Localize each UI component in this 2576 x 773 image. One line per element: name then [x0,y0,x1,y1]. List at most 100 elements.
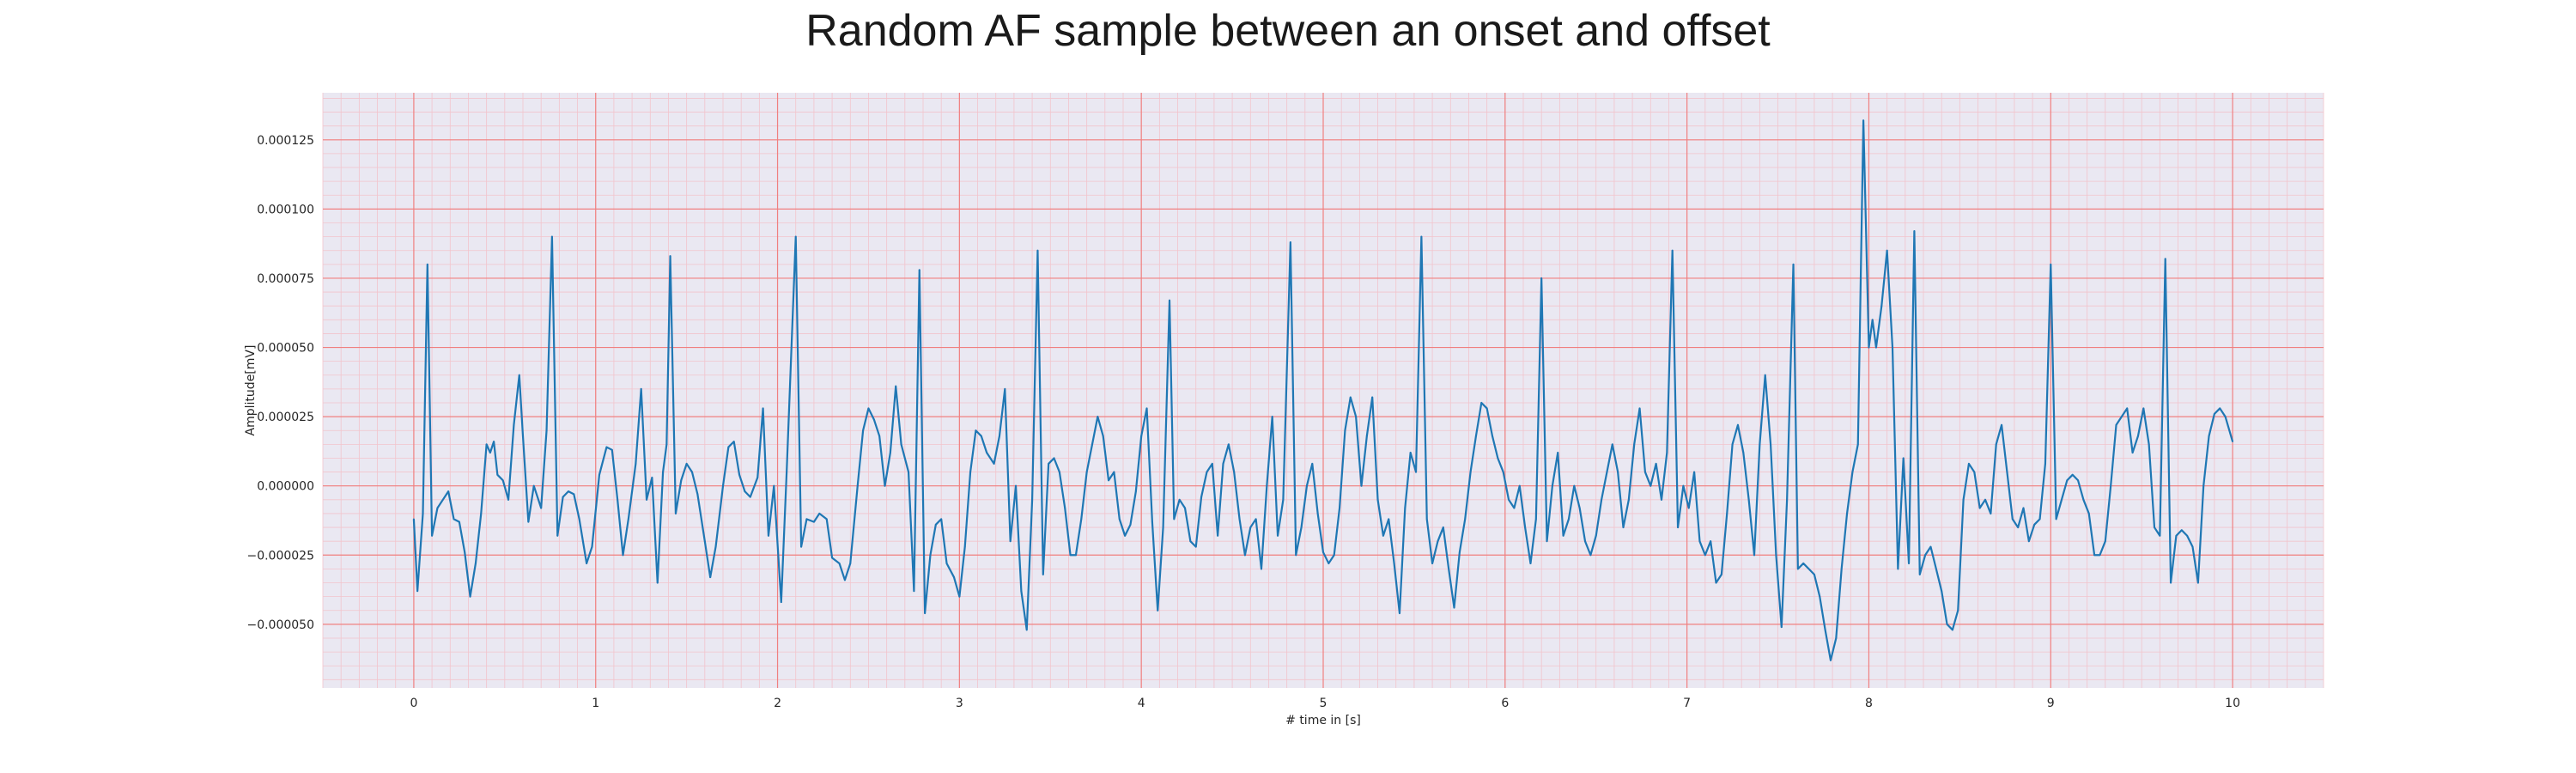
data-point [1606,471,1608,473]
data-point [1819,595,1821,598]
data-point [2164,258,2166,260]
data-point [1042,573,1044,575]
data-point [635,463,637,465]
data-point [1886,249,1888,252]
data-point [1349,396,1352,399]
data-point [993,463,995,465]
data-point [1792,263,1795,265]
data-point [1962,498,1965,501]
data-point [1984,498,1986,501]
data-point [2011,518,2014,520]
data-point [1249,526,1252,528]
data-point [556,534,559,537]
x-tick-label: 7 [1683,697,1691,710]
data-point [496,473,499,476]
data-point [1437,540,1439,543]
data-point [1211,463,1213,465]
data-point [422,513,424,514]
data-point [1355,416,1358,418]
x-tick-label: 0 [410,697,417,710]
data-point [1492,435,1493,437]
data-point [1399,612,1400,614]
data-point [1595,534,1597,537]
data-point [1568,518,1570,520]
data-point [1715,581,1717,584]
data-point [738,473,740,476]
data-point [1227,443,1230,446]
data-point [744,490,746,493]
data-point [1295,554,1297,557]
data-point [669,255,671,258]
data-point [1339,507,1340,509]
data-point [1415,471,1417,473]
data-point [1551,484,1553,487]
data-point [1009,540,1012,543]
x-tick-label: 6 [1501,697,1509,710]
data-point [1157,609,1159,612]
data-point [2202,484,2205,487]
data-point [918,269,920,271]
data-point [1908,563,1910,564]
data-point [1649,484,1652,487]
data-point [545,429,548,432]
data-point [714,545,717,548]
data-point [1856,443,1859,446]
data-point [1091,443,1093,446]
data-point [513,423,515,426]
data-point [507,498,509,501]
series-points [413,119,2233,661]
x-tick-label: 9 [2047,697,2055,710]
x-tick-label: 8 [1865,697,1873,710]
data-point [1840,568,1843,570]
data-point [980,435,982,437]
data-point [1124,534,1127,537]
data-point [2110,484,2112,487]
y-tick-label: 0.000000 [257,480,314,494]
data-point [1747,498,1750,501]
data-point [1333,554,1335,557]
data-point [1524,526,1527,528]
data-point [1540,277,1543,279]
data-point [2027,540,2030,543]
data-point [458,520,460,523]
data-point [1277,534,1279,537]
data-point [1513,507,1516,509]
data-point [1217,534,1219,537]
y-tick-label: 0.000125 [257,134,314,148]
data-point [1868,346,1870,349]
data-point [2180,529,2183,532]
data-point [2006,471,2008,473]
data-point [1118,518,1121,520]
data-point [1388,518,1390,520]
data-point [1710,540,1712,543]
data-point [1978,507,1981,509]
x-axis-label: # time in [s] [1285,714,1361,727]
data-point [1036,249,1039,252]
data-point [800,545,802,548]
data-point [1924,554,1927,557]
data-point [749,496,751,498]
data-point [586,563,588,564]
data-point [1871,319,1874,321]
data-point [685,463,688,465]
data-point [1644,471,1646,473]
data-point [2066,479,2069,482]
data-point [862,429,864,432]
data-point [1661,498,1662,501]
data-point [1420,235,1423,238]
data-point [2214,413,2215,415]
data-point [662,471,664,473]
data-point [2071,473,2074,476]
data-point [1393,563,1395,564]
data-point [1759,443,1761,446]
data-point [1929,545,1932,548]
data-point [573,493,575,496]
data-point [1080,518,1083,520]
data-point [1726,513,1728,514]
data-point [562,496,564,498]
data-point [1622,526,1625,528]
data-point [884,484,886,487]
data-point [900,443,902,446]
data-point [1562,534,1564,537]
data-point [696,493,699,496]
